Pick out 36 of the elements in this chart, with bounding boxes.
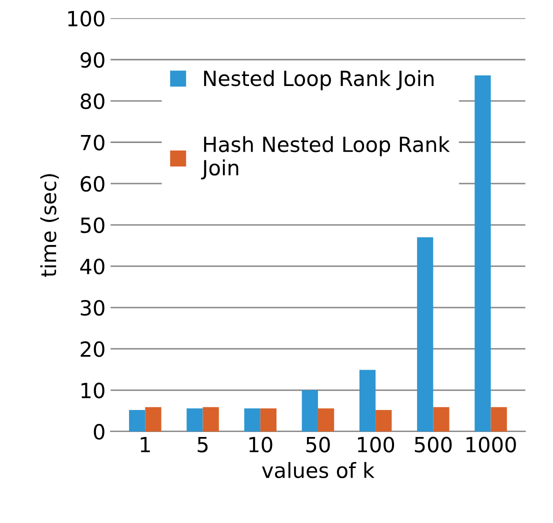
bar	[417, 237, 434, 432]
y-tick-label: 50	[80, 217, 104, 234]
legend-label: Nested Loop Rank Join	[204, 70, 434, 90]
bar	[318, 408, 334, 432]
bar	[474, 75, 491, 432]
bar	[260, 408, 276, 432]
bar	[186, 408, 203, 432]
bar	[376, 410, 392, 432]
x-tick-label: 1	[140, 436, 150, 452]
bar	[202, 407, 219, 432]
y-tick-label: 0	[94, 424, 104, 440]
bar	[359, 370, 376, 432]
y-tick-label: 70	[80, 134, 104, 150]
y-tick-label: 80	[80, 93, 104, 110]
x-tick-label: 5	[198, 436, 208, 452]
y-tick-label: 100	[68, 10, 104, 27]
x-tick-label: 10	[249, 436, 272, 452]
bar	[129, 410, 146, 432]
bar	[490, 407, 507, 432]
x-tick-label: 500	[414, 436, 452, 452]
x-axis-title: values of k	[262, 462, 374, 478]
y-tick-label: 10	[82, 382, 104, 398]
y-tick-label: 20	[80, 341, 104, 358]
y-tick-label: 30	[80, 300, 104, 316]
x-tick-label: 100	[358, 436, 394, 452]
y-axis-title: time (sec)	[40, 174, 59, 277]
bar	[244, 408, 260, 432]
x-tick-label: 1000	[466, 436, 516, 452]
y-tick-label: 60	[80, 176, 104, 192]
x-tick-label: 50	[306, 436, 330, 452]
bar	[433, 407, 450, 432]
bar	[145, 407, 162, 432]
bar	[302, 390, 318, 432]
legend-label: Hash Nested Loop Rank Join	[201, 136, 450, 180]
y-tick-label: 90	[80, 52, 104, 68]
y-tick-label: 40	[80, 258, 104, 274]
